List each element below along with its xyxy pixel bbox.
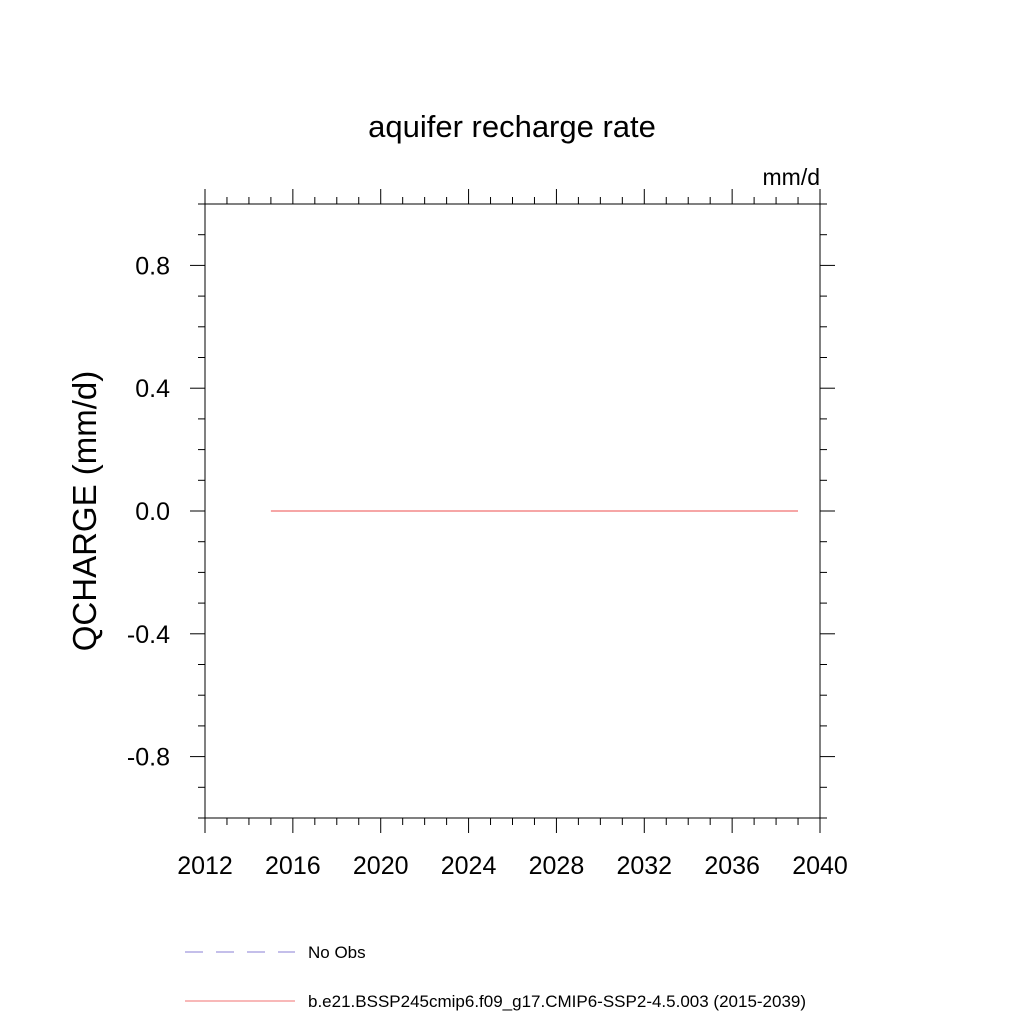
legend-label: b.e21.BSSP245cmip6.f09_g17.CMIP6-SSP2-4.… — [308, 992, 806, 1011]
x-tick-label: 2020 — [353, 852, 409, 880]
y-tick-label: -0.8 — [127, 744, 170, 772]
chart-title: aquifer recharge rate — [368, 109, 656, 144]
x-tick-label: 2036 — [704, 852, 760, 880]
y-tick-labels: 0.8 0.4 0.0 -0.4 -0.8 — [127, 252, 170, 771]
y-tick-label: 0.8 — [135, 252, 170, 280]
x-tick-label: 2040 — [792, 852, 848, 880]
y-axis-label: QCHARGE (mm/d) — [66, 371, 103, 652]
x-tick-label: 2032 — [616, 852, 672, 880]
y-tick-label: -0.4 — [127, 621, 170, 649]
x-tick-label: 2028 — [529, 852, 585, 880]
x-tick-labels: 2012 2016 2020 2024 2028 2032 2036 2040 — [177, 852, 848, 880]
x-tick-label: 2012 — [177, 852, 233, 880]
legend-label: No Obs — [308, 943, 366, 962]
x-tick-label: 2016 — [265, 852, 321, 880]
x-tick-label: 2024 — [441, 852, 497, 880]
legend: No Obs b.e21.BSSP245cmip6.f09_g17.CMIP6-S… — [185, 943, 806, 1011]
y-tick-label: 0.0 — [135, 498, 170, 526]
axis-ticks — [190, 189, 835, 833]
y-tick-label: 0.4 — [135, 375, 170, 403]
units-label: mm/d — [763, 164, 821, 190]
